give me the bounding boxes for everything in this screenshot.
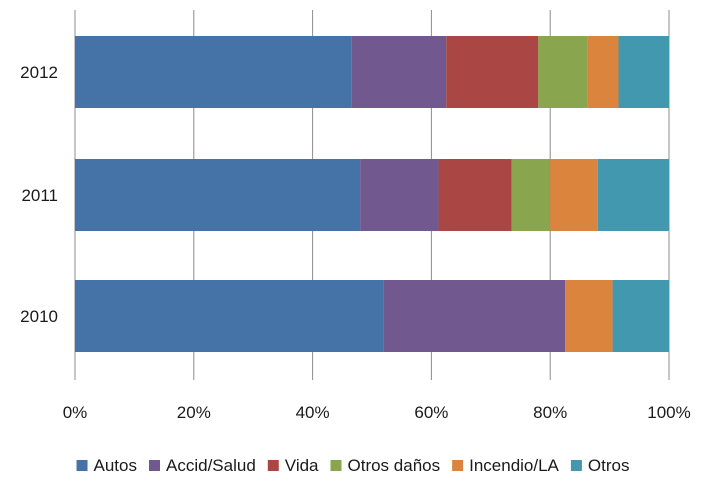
x-tick-label: 80% [533, 403, 567, 422]
x-tick-label: 60% [414, 403, 448, 422]
x-tick-label: 20% [177, 403, 211, 422]
legend-label: Otros daños [348, 456, 441, 475]
legend-item: Otros daños [330, 456, 441, 475]
bar-segment [351, 36, 447, 108]
legend-label: Autos [94, 456, 137, 475]
bar-segment [511, 159, 551, 231]
legend-swatch [267, 460, 279, 471]
bar-segment [446, 36, 539, 108]
bar-segment [538, 36, 588, 108]
legend-label: Incendio/LA [469, 456, 559, 475]
bar-segment [360, 159, 439, 231]
bar-segment [75, 36, 352, 108]
x-tick-label: 40% [296, 403, 330, 422]
legend-item: Vida [267, 456, 319, 475]
bar-segment [612, 280, 669, 352]
legend-label: Vida [285, 456, 319, 475]
legend: Autos Accid/Salud Vida Otros daños Incendio/… [76, 456, 630, 475]
legend-item: Otros [570, 456, 630, 475]
legend-label: Otros [588, 456, 630, 475]
bar-segment [75, 159, 361, 231]
legend-item: Accid/Salud [149, 456, 256, 475]
bar-segment [597, 159, 669, 231]
legend-swatch [330, 460, 342, 471]
category-label: 2010 [20, 307, 58, 326]
bar-segment [383, 280, 566, 352]
legend-swatch [76, 460, 88, 471]
category-label: 2012 [20, 63, 58, 82]
bar-segment [565, 280, 613, 352]
bar-segment [550, 159, 598, 231]
bar-segment [75, 280, 384, 352]
bar-segment [438, 159, 512, 231]
category-label: 2011 [21, 186, 58, 205]
x-tick-label: 100% [647, 403, 690, 422]
legend-swatch [452, 460, 464, 471]
bar-layer [75, 36, 669, 352]
bar-segment [618, 36, 669, 108]
legend-label: Accid/Salud [166, 456, 256, 475]
bar-segment [587, 36, 619, 108]
legend-item: Incendio/LA [452, 456, 560, 475]
legend-item: Autos [76, 456, 137, 475]
x-tick-label: 0% [63, 403, 88, 422]
legend-swatch [570, 460, 582, 471]
legend-swatch [149, 460, 161, 471]
axis-layer: 0% 20% 40% 60% 80% 100% 2012 2011 2010 [20, 63, 691, 422]
